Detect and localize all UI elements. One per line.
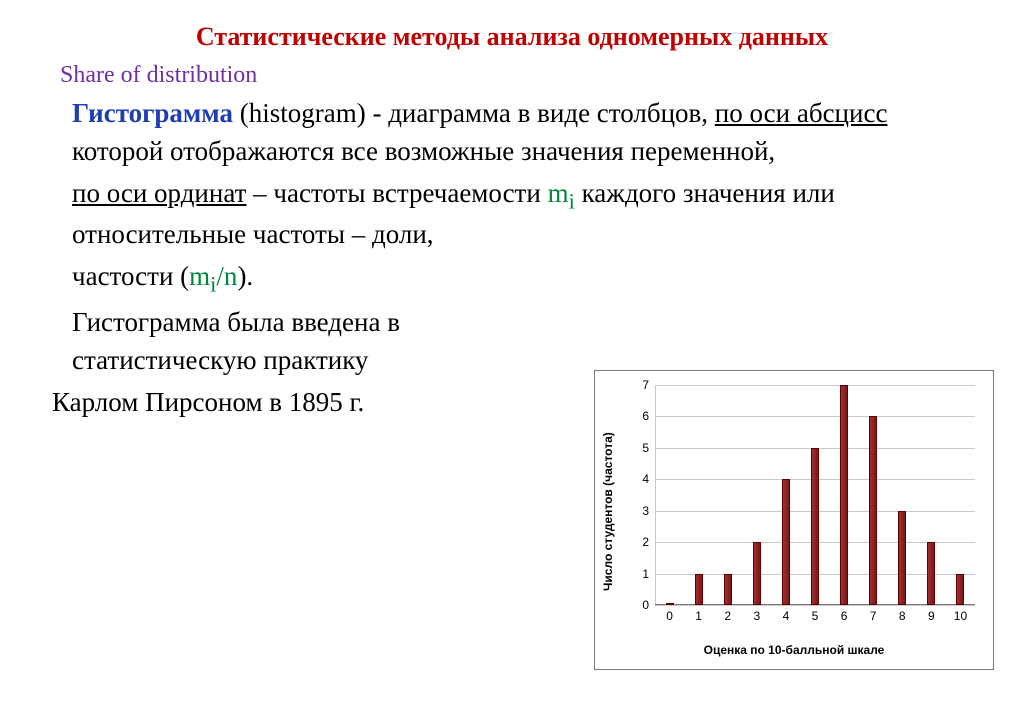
y-tick-label: 5 xyxy=(629,441,649,455)
var-mi: mi xyxy=(548,178,575,208)
y-tick-label: 2 xyxy=(629,535,649,549)
var-slash-n: /n xyxy=(216,261,237,291)
x-tick-label: 10 xyxy=(950,609,970,623)
bar xyxy=(869,416,877,605)
x-tick-label: 5 xyxy=(805,609,825,623)
y-tick-label: 7 xyxy=(629,378,649,392)
paragraph-4: Гистограмма была введена в статистическу… xyxy=(72,304,976,380)
para2-underline: по оси ординат xyxy=(72,178,246,208)
x-tick-label: 8 xyxy=(892,609,912,623)
y-tick-label: 6 xyxy=(629,409,649,423)
histogram-chart: 01234567012345678910 Число студентов (ча… xyxy=(594,370,994,670)
x-tick-label: 4 xyxy=(776,609,796,623)
page-title: Статистические методы анализа одномерных… xyxy=(0,0,1024,62)
grid-line xyxy=(655,605,975,606)
bar xyxy=(724,574,732,605)
x-axis-label: Оценка по 10-балльной шкале xyxy=(595,643,993,657)
y-tick-label: 0 xyxy=(629,598,649,612)
y-axis xyxy=(655,385,656,605)
paragraph-2: по оси ординат – частоты встречаемости m… xyxy=(72,175,976,255)
para1-rest: которой отображаются все возможные значе… xyxy=(72,136,775,166)
bar xyxy=(898,511,906,605)
plot-area: 01234567012345678910 xyxy=(655,385,975,605)
x-tick-label: 3 xyxy=(747,609,767,623)
para1-after-term: (histogram) - диаграмма в виде столбцов, xyxy=(233,98,715,128)
x-tick-label: 9 xyxy=(921,609,941,623)
var-mi-n: mi/n xyxy=(189,261,237,291)
subtitle: Share of distribution xyxy=(0,62,1024,95)
x-tick-label: 0 xyxy=(660,609,680,623)
var-m2: m xyxy=(189,261,210,291)
para3-before: частости ( xyxy=(72,261,189,291)
bar xyxy=(753,542,761,605)
para2-before-var: – частоты встречаемости xyxy=(246,178,547,208)
x-tick-label: 1 xyxy=(689,609,709,623)
bar xyxy=(811,448,819,605)
paragraph-3: частости (mi/n). xyxy=(72,258,976,300)
bar xyxy=(782,479,790,605)
var-m: m xyxy=(548,178,569,208)
x-tick-label: 7 xyxy=(863,609,883,623)
bar xyxy=(927,542,935,605)
bar xyxy=(695,574,703,605)
para3-after: ). xyxy=(237,261,253,291)
bar xyxy=(666,603,674,605)
paragraph-1: Гистограмма (histogram) - диаграмма в ви… xyxy=(72,95,976,171)
y-tick-label: 4 xyxy=(629,472,649,486)
y-axis-label: Число студентов (частота) xyxy=(601,432,615,591)
x-tick-label: 2 xyxy=(718,609,738,623)
y-tick-label: 1 xyxy=(629,567,649,581)
term-histogram: Гистограмма xyxy=(72,98,233,128)
bar xyxy=(840,385,848,605)
para1-underline: по оси абсцисс xyxy=(715,98,888,128)
grid-line xyxy=(655,385,975,386)
y-tick-label: 3 xyxy=(629,504,649,518)
bar xyxy=(956,574,964,605)
x-tick-label: 6 xyxy=(834,609,854,623)
grid-line xyxy=(655,416,975,417)
